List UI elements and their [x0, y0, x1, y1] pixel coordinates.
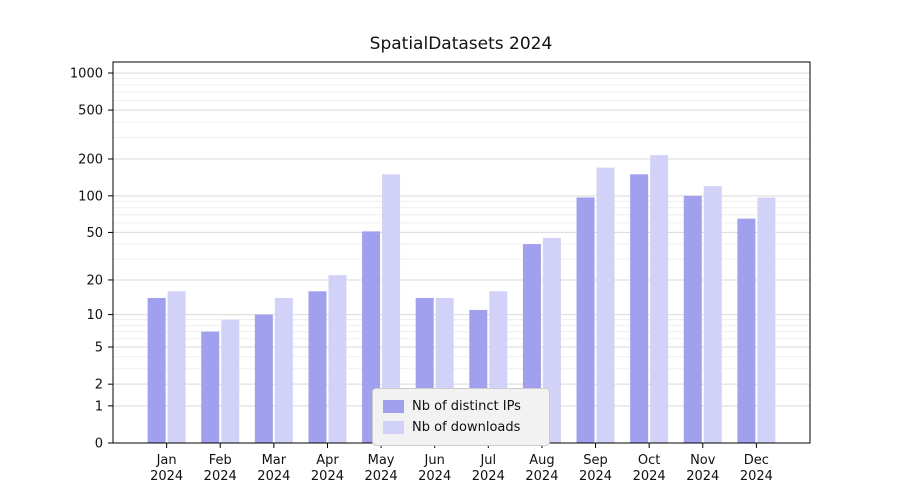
bar-downloads-Mar	[274, 297, 293, 443]
bar-downloads-Dec	[757, 197, 776, 443]
y-tick-label: 200	[78, 152, 103, 167]
x-tick-label-year: 2024	[525, 469, 558, 484]
x-tick-label-year: 2024	[150, 469, 183, 484]
x-tick-label-year: 2024	[418, 469, 451, 484]
x-tick-label-year: 2024	[257, 469, 290, 484]
bar-downloads-Sep	[596, 167, 615, 443]
bar-distinct-ips-Jan	[147, 297, 166, 443]
legend-label-downloads: Nb of downloads	[412, 420, 521, 435]
x-tick-label-month: Jun	[424, 453, 445, 468]
bar-downloads-Feb	[221, 319, 240, 443]
x-tick-label-month: Jul	[479, 453, 496, 468]
legend-label-distinct-ips: Nb of distinct IPs	[412, 399, 521, 414]
chart-title: SpatialDatasets 2024	[369, 34, 553, 54]
x-tick-label-year: 2024	[204, 469, 237, 484]
y-tick-label: 5	[95, 341, 103, 356]
x-tick-label-year: 2024	[633, 469, 666, 484]
bar-downloads-May	[382, 174, 401, 443]
bar-downloads-Jan	[167, 291, 186, 443]
bar-downloads-Nov	[703, 186, 722, 444]
bar-downloads-Apr	[328, 275, 347, 443]
legend-item-distinct-ips: Nb of distinct IPs	[383, 396, 539, 417]
x-tick-label-year: 2024	[365, 469, 398, 484]
bar-distinct-ips-Feb	[201, 331, 220, 443]
bar-distinct-ips-Mar	[254, 314, 273, 443]
y-tick-label: 10	[86, 308, 103, 323]
bar-distinct-ips-Dec	[737, 218, 756, 443]
y-tick-label: 500	[78, 104, 103, 119]
bar-distinct-ips-Oct	[630, 174, 649, 443]
x-tick-label-month: Sep	[583, 453, 608, 468]
y-tick-label: 0	[95, 437, 103, 452]
y-tick-label: 1000	[70, 67, 103, 82]
x-tick-label-month: Jan	[156, 453, 177, 468]
y-tick-label: 50	[86, 226, 103, 241]
x-tick-label-month: Apr	[316, 453, 339, 468]
legend-item-downloads: Nb of downloads	[383, 417, 539, 438]
bar-distinct-ips-Apr	[308, 291, 327, 443]
x-tick-label-month: Dec	[744, 453, 769, 468]
x-tick-label-year: 2024	[311, 469, 344, 484]
y-tick-label: 1	[95, 399, 103, 414]
x-tick-label-month: Feb	[209, 453, 232, 468]
legend-swatch-downloads	[383, 421, 404, 434]
legend: Nb of distinct IPs Nb of downloads	[372, 388, 550, 446]
x-tick-label-month: Oct	[638, 453, 660, 468]
x-tick-label-year: 2024	[686, 469, 719, 484]
x-tick-label-month: Aug	[529, 453, 554, 468]
bar-distinct-ips-Sep	[576, 197, 595, 443]
x-tick-label-month: Nov	[690, 453, 716, 468]
bar-downloads-Oct	[650, 155, 669, 444]
x-tick-label-month: Mar	[262, 453, 287, 468]
bar-distinct-ips-Nov	[683, 195, 702, 443]
x-tick-label-year: 2024	[579, 469, 612, 484]
y-tick-label: 100	[78, 189, 103, 204]
x-tick-label-year: 2024	[740, 469, 773, 484]
y-tick-label: 20	[86, 273, 103, 288]
legend-swatch-distinct-ips	[383, 400, 404, 413]
y-tick-label: 2	[95, 378, 103, 393]
x-tick-label-year: 2024	[472, 469, 505, 484]
x-tick-label-month: May	[368, 453, 395, 468]
